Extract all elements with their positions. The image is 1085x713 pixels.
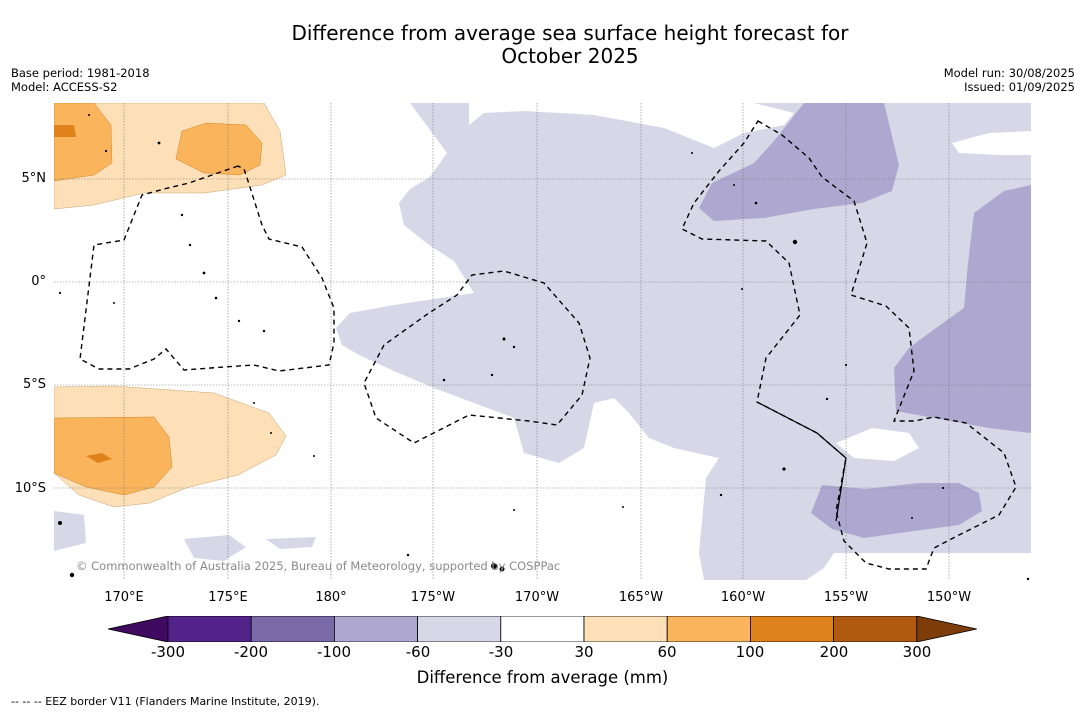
lon-label-160w: 160°W xyxy=(720,590,766,605)
colorbar-cell xyxy=(833,616,918,642)
anomaly-dark-orange xyxy=(54,125,112,463)
colorbar-extend-high xyxy=(916,616,977,642)
model-name: Model: ACCESS-S2 xyxy=(11,80,118,94)
colorbar-label: Difference from average (mm) xyxy=(416,668,669,687)
islands xyxy=(58,114,1030,580)
map-title: Difference from average sea surface heig… xyxy=(0,22,1085,68)
base-period: Base period: 1981-2018 xyxy=(11,66,150,80)
colorbar-tick: 300 xyxy=(902,643,932,661)
colorbar-tick: -200 xyxy=(233,643,269,661)
meta-left: Base period: 1981-2018 Model: ACCESS-S2 xyxy=(11,66,150,94)
colorbar-tick: -300 xyxy=(150,643,186,661)
map-panel xyxy=(54,103,1031,580)
issued-date: Issued: 01/09/2025 xyxy=(964,80,1075,94)
colorbar-cell xyxy=(417,616,502,642)
white-gap-south xyxy=(836,428,919,461)
model-run: Model run: 30/08/2025 xyxy=(943,66,1075,80)
lon-label-150w: 150°W xyxy=(926,590,972,605)
colorbar-extend-low xyxy=(108,616,169,642)
copyright-notice: © Commonwealth of Australia 2025, Bureau… xyxy=(76,559,561,573)
title-line-1: Difference from average sea surface heig… xyxy=(291,21,849,45)
lat-label-10s: 10°S xyxy=(14,481,46,496)
title-line-2: October 2025 xyxy=(501,44,639,68)
graticule xyxy=(54,103,1031,580)
colorbar-cell xyxy=(250,616,335,642)
lon-label-175w: 175°W xyxy=(410,590,456,605)
eez-footnote: -- -- -- EEZ border V11 (Flanders Marine… xyxy=(11,695,320,708)
colorbar-cell xyxy=(500,616,585,642)
colorbar xyxy=(108,616,977,642)
eez-borders xyxy=(79,120,1017,570)
lon-label-170e: 170°E xyxy=(104,590,144,605)
lon-label-170w: 170°W xyxy=(514,590,560,605)
meta-right: Model run: 30/08/2025 Issued: 01/09/2025 xyxy=(944,66,1075,94)
colorbar-tick: -100 xyxy=(316,643,352,661)
map-canvas xyxy=(54,103,1031,580)
lon-label-165w: 165°W xyxy=(618,590,664,605)
lat-label-5s: 5°S xyxy=(22,377,46,392)
lon-label-180: 180° xyxy=(315,590,347,605)
anomaly-light-purple xyxy=(54,103,1031,580)
lon-label-155w: 155°W xyxy=(823,590,869,605)
colorbar-tick: 30 xyxy=(574,643,594,661)
colorbar-cell xyxy=(583,616,668,642)
anomaly-medium-purple xyxy=(699,103,1031,538)
colorbar-tick: -60 xyxy=(405,643,431,661)
colorbar-tick: -30 xyxy=(488,643,514,661)
colorbar-cell xyxy=(666,616,751,642)
colorbar-cell xyxy=(167,616,252,642)
colorbar-cell xyxy=(750,616,835,642)
lon-label-175e: 175°E xyxy=(208,590,248,605)
white-gap-east xyxy=(952,131,1031,155)
lat-label-0: 0° xyxy=(31,274,46,289)
eez-solid-segment xyxy=(756,401,847,522)
colorbar-cell xyxy=(333,616,418,642)
colorbar-tick: 60 xyxy=(657,643,677,661)
colorbar-tick: 100 xyxy=(735,643,765,661)
white-gap-north xyxy=(469,103,794,148)
anomaly-orange xyxy=(54,103,263,496)
lat-label-5n: 5°N xyxy=(21,171,47,186)
colorbar-tick: 200 xyxy=(819,643,849,661)
